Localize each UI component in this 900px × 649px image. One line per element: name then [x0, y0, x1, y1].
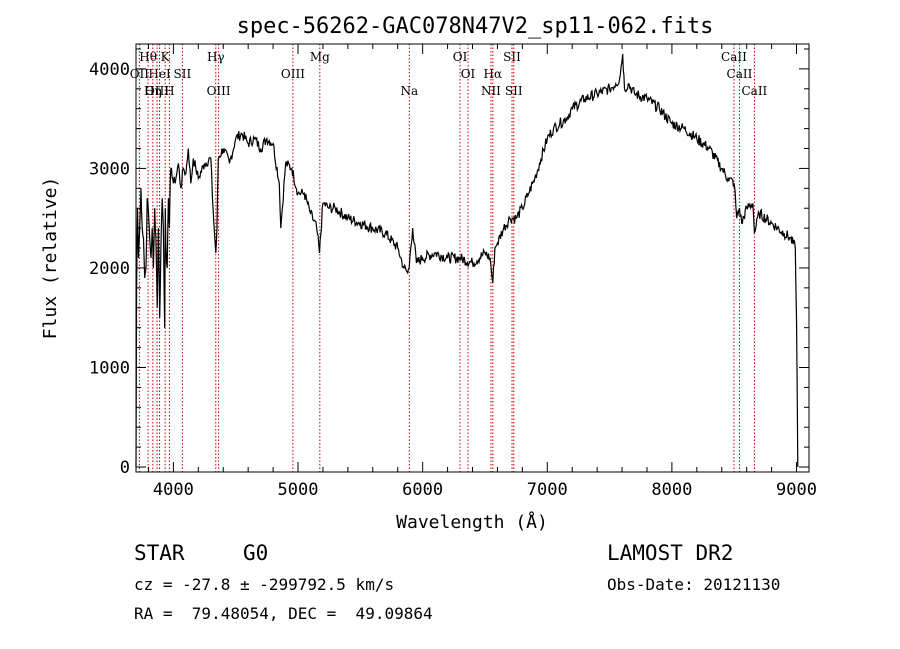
line-label: OIII	[145, 84, 169, 98]
line-label: K	[161, 50, 171, 64]
x-tick-label: 7000	[527, 480, 568, 500]
object-class: STAR	[134, 541, 185, 565]
y-tick-label: 1000	[89, 358, 130, 378]
line-label: OIII	[281, 67, 305, 81]
line-label: CaII	[721, 50, 747, 64]
line-label: OIII	[207, 84, 231, 98]
line-label: OII	[130, 67, 150, 81]
y-tick-label: 3000	[89, 159, 130, 179]
x-tick-label: 4000	[153, 480, 194, 500]
coordinates: RA = 79.48054, DEC = 49.09864	[134, 604, 433, 623]
line-label: CaII	[741, 84, 767, 98]
line-label: OI	[453, 50, 468, 64]
axes: 4000 5000 6000 7000 8000 9000 0 1000 2000 3000 400…	[89, 44, 817, 500]
line-label: Hθ	[139, 50, 157, 64]
redshift-text: cz = -27.8 ± -299792.5 km/s	[134, 575, 395, 594]
y-tick-label: 4000	[89, 60, 130, 80]
plot-frame	[135, 43, 810, 473]
line-label: SII	[174, 67, 192, 81]
line-label: CaII	[727, 67, 753, 81]
object-subclass: G0	[243, 541, 269, 565]
y-tick-label: 0	[120, 458, 130, 478]
line-label: Hα	[484, 67, 503, 81]
x-tick-label: 9000	[776, 480, 817, 500]
x-tick-label: 8000	[651, 480, 692, 500]
line-label: Mg	[310, 50, 330, 64]
line-label: SII	[503, 50, 521, 64]
chart-title: spec-56262-GAC078N47V2_sp11-062.fits	[237, 14, 714, 39]
obs-date: Obs-Date: 20121130	[607, 575, 781, 594]
x-tick-label: 5000	[278, 480, 319, 500]
x-axis-label: Wavelength (Å)	[396, 511, 548, 533]
line-label: H	[164, 84, 174, 98]
line-label: Hη	[144, 84, 162, 98]
line-label: NII	[481, 84, 501, 98]
line-label: OI	[461, 67, 476, 81]
survey-name: LAMOST DR2	[607, 541, 734, 565]
line-label: Na	[400, 84, 418, 98]
line-label: SII	[505, 84, 523, 98]
line-label: HeI	[148, 67, 171, 81]
y-axis-label: Flux (relative)	[40, 177, 61, 340]
y-tick-label: 2000	[89, 259, 130, 279]
x-tick-label: 6000	[402, 480, 443, 500]
line-label: Hγ	[207, 50, 225, 64]
spectrum-line	[135, 53, 799, 468]
